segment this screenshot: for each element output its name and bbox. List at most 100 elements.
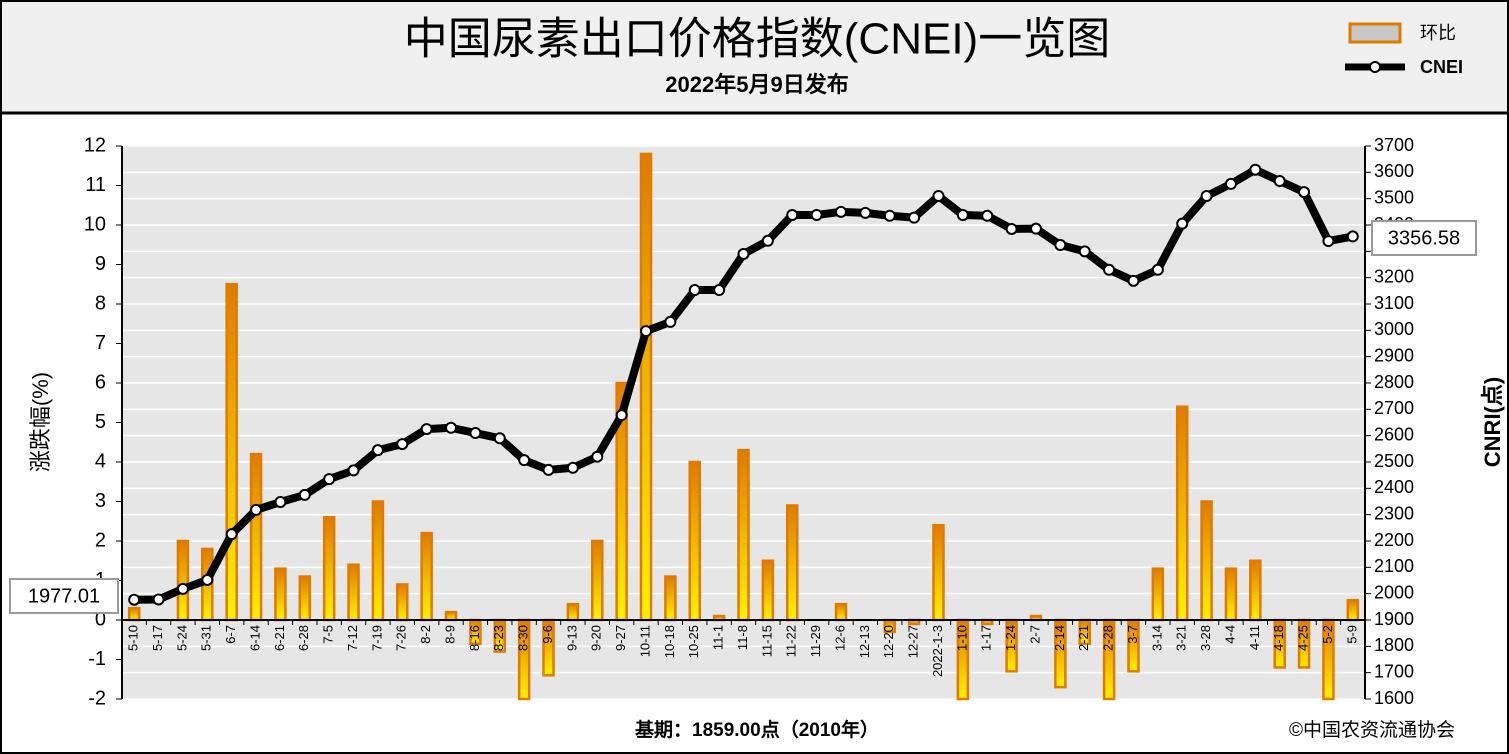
line-marker <box>518 454 531 467</box>
line-marker <box>152 593 165 606</box>
bar <box>932 523 945 622</box>
bar <box>127 606 141 622</box>
x-tick-label: 8-2 <box>418 625 433 644</box>
x-tick-label: 7-12 <box>345 625 360 651</box>
bar <box>785 504 799 622</box>
bar <box>591 539 604 622</box>
x-tick-label: 10-18 <box>662 625 677 658</box>
legend-swatch <box>1348 22 1402 44</box>
y2-tick-label: 2200 <box>1374 530 1414 550</box>
line-marker <box>566 461 579 474</box>
y-tick-label: -2 <box>88 687 106 709</box>
x-tick-label: 8-16 <box>467 625 482 651</box>
line-marker <box>1298 186 1311 199</box>
x-tick-label: 4-25 <box>1296 625 1311 651</box>
y2-tick-label: 1700 <box>1374 661 1414 681</box>
x-tick-label: 11-1 <box>711 625 726 650</box>
y2-tick-label: 3500 <box>1374 187 1414 207</box>
x-tick-label: 7-5 <box>321 625 336 644</box>
legend-label: 环比 <box>1420 23 1456 43</box>
x-tick-label: 12-13 <box>857 625 872 658</box>
y2-axis-title: CNRI(点) <box>1480 377 1505 467</box>
bar <box>298 575 312 622</box>
callout-box <box>9 578 119 614</box>
x-tick-label: 2-7 <box>1027 625 1042 644</box>
line-marker <box>615 409 628 422</box>
x-tick-label: 11-8 <box>735 625 750 650</box>
x-tick-label: 3-14 <box>1149 625 1164 651</box>
x-tick-label: 5-2 <box>1320 625 1335 644</box>
bar <box>1200 500 1213 622</box>
x-tick-label: 1-24 <box>1003 625 1018 651</box>
y2-tick-label: 1800 <box>1374 635 1414 655</box>
bar <box>420 531 433 622</box>
x-tick-label: 5-17 <box>150 625 165 651</box>
y-axis-title: 涨跌幅(%) <box>28 372 53 472</box>
line-marker <box>981 209 994 222</box>
bar <box>664 575 677 622</box>
line-marker <box>737 247 750 260</box>
y-tick-label: 12 <box>84 134 106 156</box>
line-marker <box>1322 235 1335 248</box>
x-tick-label: 6-14 <box>247 625 262 651</box>
bar <box>566 602 580 622</box>
bar <box>1224 567 1238 622</box>
x-tick-label: 11-22 <box>784 625 799 657</box>
x-tick-label: 1-17 <box>979 625 994 651</box>
x-tick-label: 5-9 <box>1344 625 1359 644</box>
line-marker <box>323 473 336 486</box>
line-marker <box>1346 230 1359 243</box>
x-tick-label: 11-29 <box>808 625 823 657</box>
line-marker <box>1224 177 1237 190</box>
x-tick-label: 9-13 <box>564 625 579 651</box>
data-label: 1977.01 <box>28 585 100 607</box>
y2-tick-label: 1900 <box>1374 609 1414 629</box>
y2-tick-label: 2600 <box>1374 424 1414 444</box>
y2-tick-label: 1600 <box>1374 688 1414 708</box>
line-marker <box>493 432 506 445</box>
bar <box>1151 567 1165 622</box>
bar <box>176 539 190 622</box>
line-marker <box>1200 190 1213 203</box>
x-tick-label: 12-6 <box>832 625 847 651</box>
line-marker <box>128 593 141 606</box>
bar <box>322 516 336 622</box>
line-marker <box>810 208 823 221</box>
line-marker <box>201 573 214 586</box>
x-tick-label: 3-21 <box>1174 625 1189 651</box>
y-tick-label: 3 <box>95 490 106 512</box>
x-tick-label: 2022-1-3 <box>930 625 945 677</box>
line-marker <box>1005 222 1018 235</box>
x-tick-label: 11-15 <box>759 625 774 657</box>
y-tick-label: 7 <box>95 332 106 354</box>
bar <box>371 500 385 622</box>
line-marker <box>371 444 384 457</box>
y-tick-label: 5 <box>95 411 106 433</box>
y2-tick-label: 3700 <box>1374 135 1414 155</box>
y2-tick-label: 3600 <box>1374 161 1414 181</box>
y2-tick-label: 2700 <box>1374 398 1414 418</box>
line-marker <box>469 427 482 440</box>
y2-tick-label: 2900 <box>1374 345 1414 365</box>
footer-note: 基期：1859.00点（2010年） <box>634 718 879 741</box>
line-marker <box>761 234 774 247</box>
x-tick-label: 10-25 <box>686 625 701 658</box>
x-tick-label: 9-6 <box>540 625 555 644</box>
line-marker <box>176 582 189 595</box>
x-tick-label: 4-18 <box>1271 625 1286 651</box>
line-marker <box>859 206 872 219</box>
line-marker <box>250 503 263 516</box>
bar <box>274 567 287 622</box>
y2-tick-label: 2500 <box>1374 451 1414 471</box>
x-tick-label: 7-19 <box>369 625 384 651</box>
x-tick-label: 12-20 <box>881 625 896 658</box>
y2-tick-label: 2100 <box>1374 556 1414 576</box>
line-marker <box>298 488 311 501</box>
x-tick-label: 1-10 <box>954 625 969 651</box>
bar <box>1346 599 1360 622</box>
bar <box>639 152 653 622</box>
chart-title: 中国尿素出口价格指数(CNEI)一览图 <box>404 15 1110 64</box>
line-marker <box>396 438 409 451</box>
line-marker <box>1029 222 1042 235</box>
